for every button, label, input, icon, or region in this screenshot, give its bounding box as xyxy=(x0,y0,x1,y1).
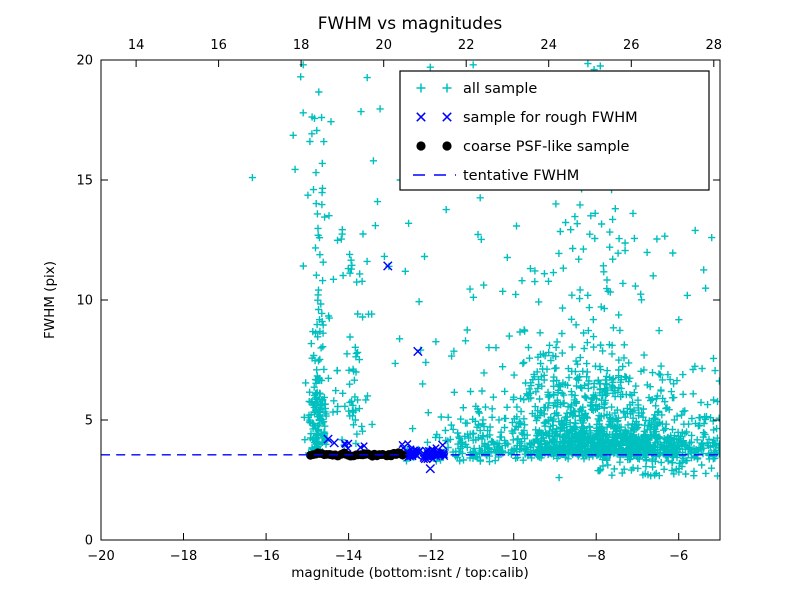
x-top-tick-label: 26 xyxy=(623,38,640,53)
legend-x-icon xyxy=(416,112,452,122)
plot-data-area xyxy=(101,60,720,482)
coarse-psf-dot xyxy=(398,450,407,460)
chart-title: FWHM vs magnitudes xyxy=(318,14,503,34)
x-bottom-tick-label: −6 xyxy=(669,549,688,564)
legend-dot-icon xyxy=(442,141,452,151)
all-sample-markers xyxy=(248,60,720,482)
legend-plus-icon xyxy=(416,83,452,93)
x-bottom-tick-label: −12 xyxy=(417,549,444,564)
x-top-tick-label: 20 xyxy=(375,38,392,53)
x-bottom-tick-label: −10 xyxy=(500,549,527,564)
y-tick-label: 0 xyxy=(85,534,93,549)
x-top-tick-label: 24 xyxy=(540,38,557,53)
legend-item-label: coarse PSF-like sample xyxy=(463,139,630,155)
x-top-tick-label: 22 xyxy=(458,38,475,53)
legend-item-label: tentative FWHM xyxy=(463,168,579,184)
y-tick-label: 15 xyxy=(76,174,93,189)
x-bottom-tick-label: −8 xyxy=(587,549,606,564)
x-top-tick-label: 14 xyxy=(128,38,145,53)
x-axis-label: magnitude (bottom:isnt / top:calib) xyxy=(291,565,528,581)
y-tick-label: 20 xyxy=(76,54,93,69)
x-bottom-tick-label: −20 xyxy=(87,549,114,564)
x-top-tick-label: 18 xyxy=(293,38,310,53)
y-tick-label: 10 xyxy=(76,294,93,309)
legend-box xyxy=(399,70,710,191)
y-tick-label: 5 xyxy=(85,414,93,429)
x-bottom-tick-label: −16 xyxy=(252,549,279,564)
legend-item-label: all sample xyxy=(463,81,537,97)
legend-item-label: sample for rough FWHM xyxy=(463,110,638,126)
x-top-tick-label: 28 xyxy=(706,38,723,53)
axis-ticks: −20 −18 −16 −14 −12 −10 −8 −6 14 16 18 20 22 24 26 28 0 5… xyxy=(76,38,722,564)
legend: all sample sample for rough FWHM coarse PS… xyxy=(399,70,710,191)
rough-fwhm-markers xyxy=(323,261,449,474)
y-axis-label: FWHM (pix) xyxy=(42,261,58,339)
x-bottom-tick-label: −18 xyxy=(170,549,197,564)
x-top-tick-label: 16 xyxy=(210,38,227,53)
legend-dot-icon xyxy=(416,141,426,151)
x-bottom-tick-label: −14 xyxy=(335,549,362,564)
